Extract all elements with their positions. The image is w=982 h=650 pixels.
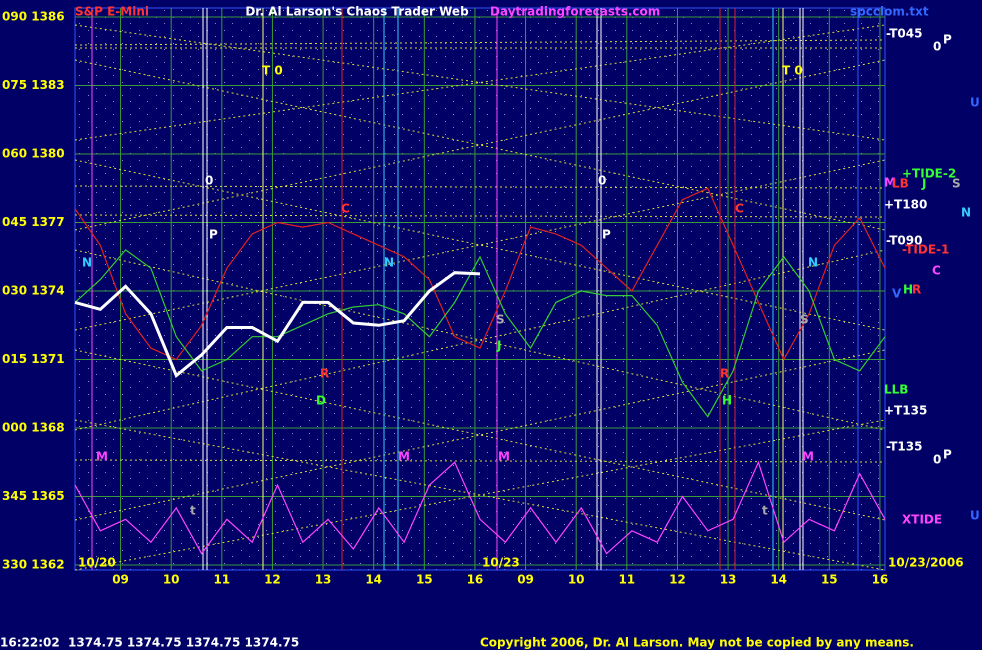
- annotation: t: [762, 504, 768, 518]
- annotation: S: [952, 177, 961, 191]
- price-line: [74, 271, 481, 378]
- annotation: C: [341, 202, 350, 216]
- x-tick-label: 13: [720, 573, 737, 587]
- annotation: +T135: [884, 404, 927, 418]
- guide-line: [74, 39, 886, 46]
- annotation: N: [82, 256, 92, 270]
- y-tick-label: 030 1374: [2, 284, 65, 298]
- x-tick-label: 09: [112, 573, 129, 587]
- annotation: M: [498, 450, 510, 464]
- annotation: H: [722, 394, 732, 408]
- x-tick-label: 09: [517, 573, 534, 587]
- annotation: -T045: [886, 27, 922, 41]
- x-tick-label: 15: [821, 573, 838, 587]
- guide-line: [74, 249, 886, 431]
- plot-area: [74, 7, 886, 571]
- x-tick-label: 16: [467, 573, 484, 587]
- annotation: 0: [205, 174, 213, 188]
- annotation: D: [316, 394, 326, 408]
- date-label: 10/20: [78, 556, 116, 570]
- annotation: R: [912, 283, 921, 297]
- series-label: -TIDE-1: [902, 243, 949, 257]
- annotation: N: [961, 206, 971, 220]
- annotation: R: [720, 367, 729, 381]
- annotation: -T090: [886, 234, 922, 248]
- annotation: R: [320, 367, 329, 381]
- tide-line: [74, 460, 886, 555]
- x-tick-label: 10: [163, 573, 180, 587]
- annotation: C: [932, 264, 941, 278]
- annotation: M: [802, 450, 814, 464]
- annotation: H: [903, 283, 913, 297]
- date-label: 10/23: [482, 556, 520, 570]
- x-tick-label: 14: [365, 573, 382, 587]
- annotation: N: [384, 256, 394, 270]
- annotation: -T135: [886, 440, 922, 454]
- x-tick-label: 16: [872, 573, 889, 587]
- annotation: +T180: [884, 198, 927, 212]
- annotation: T 0: [262, 64, 283, 78]
- annotation: S: [496, 313, 505, 327]
- x-tick-label: 12: [669, 573, 686, 587]
- annotation: J: [496, 339, 501, 353]
- annotation: J: [921, 177, 926, 191]
- y-tick-label: 045 1377: [2, 215, 65, 229]
- annotation: t: [190, 504, 196, 518]
- annotation: M: [884, 176, 896, 190]
- annotation: M: [398, 450, 410, 464]
- guide-line: [74, 185, 886, 189]
- y-tick-label: 330 1362: [2, 558, 65, 572]
- annotation: C: [735, 202, 744, 216]
- x-tick-label: 13: [315, 573, 332, 587]
- date-label: 10/23/2006: [888, 556, 964, 570]
- x-tick-label: 12: [264, 573, 281, 587]
- x-tick-label: 14: [770, 573, 787, 587]
- annotation: N: [808, 256, 818, 270]
- y-tick-label: 090 1386: [2, 10, 65, 24]
- subtitle: S&P E-Mini: [75, 5, 149, 19]
- status-line: 16:22:02 1374.75 1374.75 1374.75 1374.75: [0, 636, 299, 650]
- y-tick-label: 060 1380: [2, 147, 65, 161]
- x-tick-label: 10: [568, 573, 585, 587]
- source: Daytradingforecasts.com: [490, 5, 660, 19]
- y-tick-label: 345 1365: [2, 489, 65, 503]
- file-name: spcclom.txt: [850, 5, 929, 19]
- y-tick-label: 015 1371: [2, 352, 65, 366]
- annotation: 0: [933, 453, 941, 467]
- guide-line: [74, 24, 886, 141]
- x-tick-label: 15: [416, 573, 433, 587]
- y-tick-label: 075 1383: [2, 78, 65, 92]
- annotation: 0: [598, 174, 606, 188]
- series-label: +TIDE-2: [902, 167, 956, 181]
- chart-title: Dr. Al Larson's Chaos Trader Web: [245, 5, 469, 19]
- y-tick-label: 000 1368: [2, 421, 65, 435]
- annotation: P: [943, 33, 952, 47]
- tide-line: [74, 249, 886, 418]
- x-tick-label: 11: [618, 573, 635, 587]
- guide-line: [74, 459, 886, 463]
- annotation: 0: [933, 40, 941, 54]
- tide-line: [74, 187, 886, 361]
- copyright: Copyright 2006, Dr. Al Larson. May not b…: [480, 636, 914, 650]
- annotation: V: [892, 287, 902, 301]
- annotation: LLB: [884, 383, 908, 397]
- guide-line: [74, 419, 886, 571]
- guide-line: [74, 249, 886, 431]
- guide-line: [74, 214, 886, 218]
- annotation: P: [943, 448, 952, 462]
- annotation: U: [970, 509, 980, 523]
- annotation: M: [96, 450, 108, 464]
- annotation: LB: [892, 177, 909, 191]
- annotation: P: [602, 228, 611, 242]
- x-tick-label: 11: [213, 573, 230, 587]
- annotation: T 0: [782, 64, 803, 78]
- annotation: U: [970, 96, 980, 110]
- annotation: P: [209, 228, 218, 242]
- series-label: XTIDE: [902, 513, 942, 527]
- annotation: S: [800, 313, 809, 327]
